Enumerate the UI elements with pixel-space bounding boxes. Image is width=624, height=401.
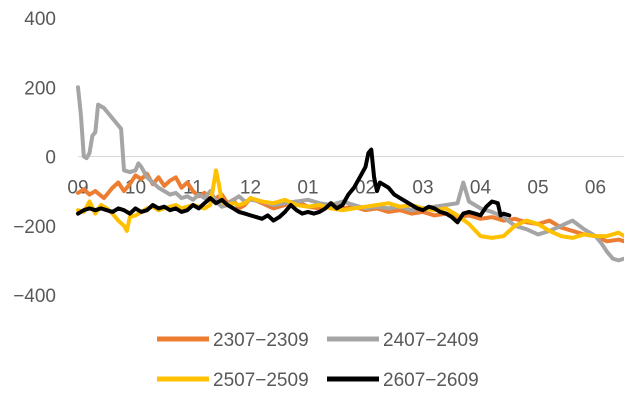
y-axis-ticks: 400 200 0 −200 −400 [13,9,56,307]
legend-label: 2407−2409 [383,330,479,351]
x-tick-label: 12 [240,178,261,199]
y-tick-label: −400 [13,286,56,307]
legend-label: 2607−2609 [383,370,479,391]
x-tick-label: 03 [412,178,433,199]
series-lines [76,85,624,263]
y-tick-label: 400 [24,9,56,30]
legend-label: 2307−2309 [213,330,309,351]
x-tick-label: 06 [585,178,606,199]
x-tick-label: 04 [470,178,492,199]
legend-label: 2507−2509 [213,370,309,391]
x-tick-label: 05 [527,178,548,199]
y-tick-label: 200 [24,78,56,99]
x-tick-label: 09 [67,178,88,199]
x-tick-label: 02 [355,178,376,199]
series-line-4 [76,147,512,225]
y-tick-label: 0 [45,148,56,169]
x-axis-ticks: 09 10 11 12 01 02 03 04 05 06 [67,178,606,199]
series-line-3 [76,168,624,240]
legend: 2307−2309 2407−2409 2507−2509 2607−2609 [157,330,479,391]
x-tick-label: 01 [297,178,318,199]
series-line-2 [76,85,624,263]
y-tick-label: −200 [13,217,56,238]
